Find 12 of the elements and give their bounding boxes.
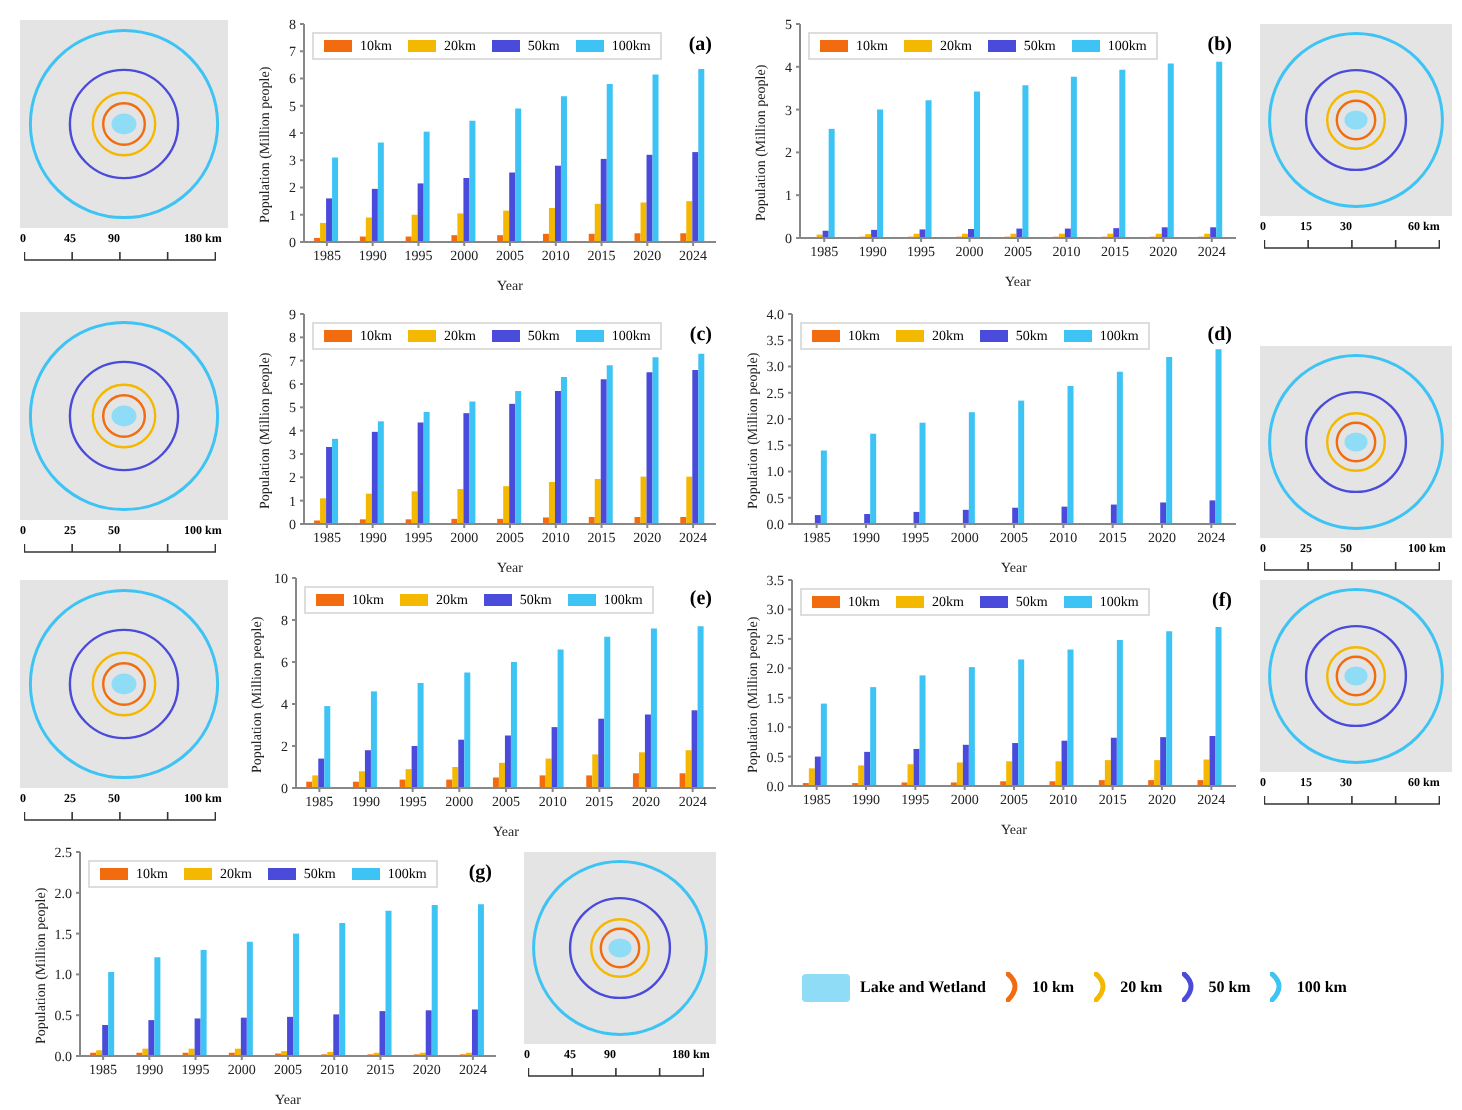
text: 100 km bbox=[1296, 978, 1347, 996]
text: (d) bbox=[1207, 324, 1232, 346]
text: (a) bbox=[688, 34, 712, 56]
text: (c) bbox=[689, 324, 712, 346]
text: (e) bbox=[689, 588, 712, 610]
text: (f) bbox=[1212, 590, 1232, 612]
text: 50 km bbox=[1208, 978, 1251, 996]
text: (g) bbox=[468, 862, 492, 884]
text: 10 km bbox=[1031, 978, 1075, 996]
text: 20 km bbox=[1120, 978, 1163, 996]
text: (b) bbox=[1207, 34, 1232, 56]
text: Lake and Wetland bbox=[860, 978, 986, 996]
